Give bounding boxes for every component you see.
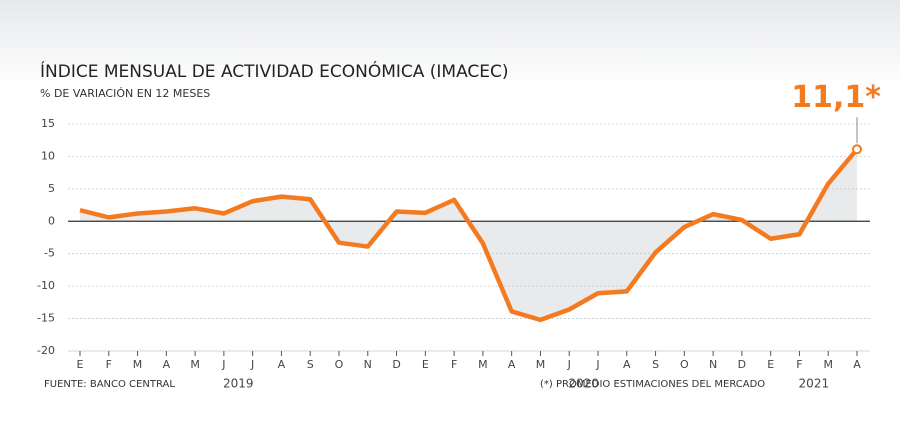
y-tick-label: -10 bbox=[37, 279, 55, 292]
chart-subtitle: % DE VARIACIÓN EN 12 MESES bbox=[40, 87, 210, 100]
y-tick-label: -20 bbox=[37, 344, 55, 357]
x-tick-label: A bbox=[853, 358, 861, 371]
note: (*) PROMEDIO ESTIMACIONES DEL MERCADO bbox=[540, 379, 765, 390]
x-tick-label: S bbox=[652, 358, 659, 371]
x-tick-label: D bbox=[392, 358, 400, 371]
year-label: 2019 bbox=[223, 377, 254, 391]
x-tick-label: F bbox=[106, 358, 112, 371]
x-tick-label: M bbox=[133, 358, 143, 371]
x-tick-label: E bbox=[767, 358, 774, 371]
x-tick-label: F bbox=[796, 358, 802, 371]
x-tick-label: D bbox=[738, 358, 746, 371]
x-tick-label: A bbox=[163, 358, 171, 371]
x-tick-label: E bbox=[77, 358, 84, 371]
x-tick-label: J bbox=[567, 358, 571, 371]
x-tick-label: A bbox=[623, 358, 631, 371]
year-label: 2020 bbox=[568, 377, 599, 391]
chart-title: ÍNDICE MENSUAL DE ACTIVIDAD ECONÓMICA (I… bbox=[40, 60, 509, 82]
year-label: 2021 bbox=[799, 377, 830, 391]
x-tick-label: M bbox=[536, 358, 546, 371]
y-tick-label: -5 bbox=[44, 247, 55, 260]
value-label: 11,1* bbox=[791, 80, 881, 115]
point bbox=[852, 144, 862, 155]
x-tick-label: J bbox=[595, 358, 599, 371]
y-tick-label: -15 bbox=[37, 312, 55, 325]
line bbox=[79, 147, 859, 323]
y-tick-label: 15 bbox=[41, 117, 55, 130]
x-tick-label: J bbox=[221, 358, 225, 371]
x-tick-label: M bbox=[478, 358, 488, 371]
y-tick-label: 0 bbox=[48, 214, 55, 227]
x-tick-label: S bbox=[307, 358, 314, 371]
x-tick-label: N bbox=[709, 358, 717, 371]
x-tick-label: A bbox=[278, 358, 286, 371]
x-tick-label: O bbox=[335, 358, 344, 371]
source: FUENTE: BANCO CENTRAL bbox=[44, 379, 175, 390]
plot: 15 10 5 0 -5 -10 -15 -20 E F M A M J J A S O N D E F M A M J J A S O N… bbox=[37, 80, 881, 391]
x-tick-label: A bbox=[508, 358, 516, 371]
x-tick-label: M bbox=[823, 358, 833, 371]
y-tick-label: 5 bbox=[48, 182, 55, 195]
x-tick-label: J bbox=[250, 358, 254, 371]
x-tick-label: F bbox=[451, 358, 457, 371]
x-tick-label: M bbox=[190, 358, 200, 371]
x-tick-label: O bbox=[680, 358, 689, 371]
x-tick-label: N bbox=[364, 358, 372, 371]
x-tick-label: E bbox=[422, 358, 429, 371]
y-tick-label: 10 bbox=[41, 149, 55, 162]
